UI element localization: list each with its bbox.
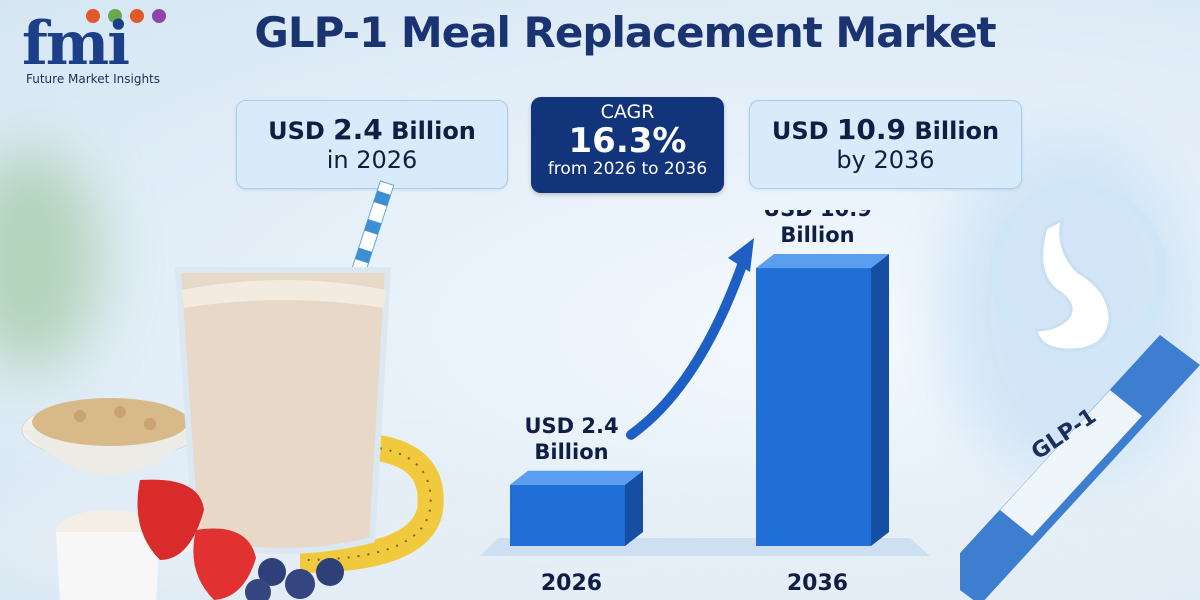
cagr-card: CAGR 16.3% from 2026 to 2036 [531,97,724,193]
blueberry-icon [316,558,344,586]
straw-stripe [355,247,373,264]
data-label: USD 2.4 [524,414,618,438]
logo-letters: fmi [22,9,130,79]
glp1-illustration [960,183,1200,600]
logo-caption: Future Market Insights [26,72,161,86]
bar-side-2026 [625,470,643,546]
stat-value-2036: USD 10.9 Billion [750,113,1021,146]
strawberry-icon [137,479,204,560]
oats-dot [114,406,126,418]
glass-foam [182,280,386,308]
currency-prefix: USD [268,117,334,145]
smoothie-illustration [21,180,444,600]
blueberry-icon [245,579,271,600]
x-tick-label: 2026 [541,571,602,596]
oats-dot [74,410,86,422]
straw-stripe [364,219,382,235]
value-unit: Billion [382,117,476,145]
currency-prefix: USD [771,117,837,145]
blueberry-icon [285,569,315,599]
cagr-value: 16.3% [568,121,687,161]
cagr-label: CAGR [600,101,655,123]
stat-card-2036: USD 10.9 Billion by 2036 [749,100,1022,189]
oats-pile [32,398,188,446]
x-tick-label: 2036 [787,571,848,596]
value-unit: Billion [906,117,1000,145]
data-label: USD 10.9 [763,210,872,221]
strawberry-icon [193,528,256,600]
fmi-logo: fmi Future Market Insights [22,6,182,90]
pen-window [1000,390,1142,536]
logo-dot [86,9,100,23]
logo-icons [86,8,174,27]
logo-dot [108,9,122,23]
cagr-period: from 2026 to 2036 [547,159,708,179]
blueberry-icon [258,558,286,586]
data-label: Billion [534,440,608,464]
logo-dot [130,9,144,23]
page-title: GLP-1 Meal Replacement Market [254,8,996,57]
cycle-ring-icon [989,183,1167,361]
scoop-body [56,532,160,600]
bar-top-2026 [510,470,643,485]
stat-sub-2036: by 2036 [836,146,935,174]
straw-stripe [373,190,391,207]
oats-dot [144,418,156,430]
trend-arrow-head [728,238,754,272]
bar-top-2036 [756,254,889,269]
stat-card-2026: USD 2.4 Billion in 2026 [236,100,508,189]
stat-value-2026: USD 2.4 Billion [237,113,507,146]
glass-icon [174,267,392,554]
value-number: 10.9 [836,113,906,146]
data-label: Billion [780,223,854,247]
bar-2026 [510,484,625,546]
value-number: 2.4 [333,113,383,146]
bar-2036 [756,268,871,546]
bar-side-2036 [871,254,889,547]
stat-sub-2026: in 2026 [326,146,418,174]
trend-arrow [626,249,751,440]
logo-dot [152,9,166,23]
stomach-icon [1034,217,1112,352]
